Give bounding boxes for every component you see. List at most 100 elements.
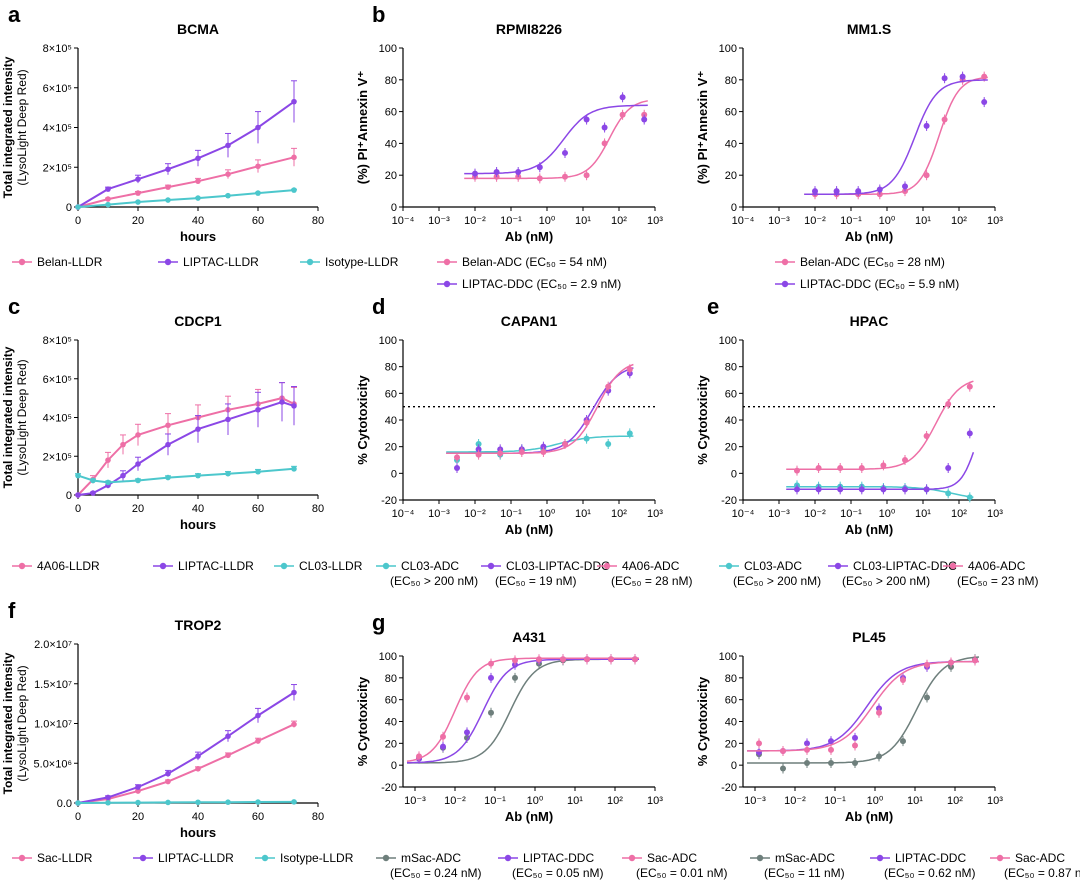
- legend-item: CL03-ADC(EC₅₀ > 200 nM): [376, 559, 478, 588]
- x-tick-label: 10²: [607, 795, 623, 807]
- y-tick-label: 4×10⁵: [43, 123, 72, 135]
- data-point: [948, 659, 954, 666]
- y-tick-label: 60: [725, 695, 737, 707]
- x-tick-label: 10⁻¹: [840, 508, 862, 520]
- data-point: [440, 733, 446, 740]
- data-point: [291, 98, 297, 105]
- legend-label: Isotype-LLDR: [325, 255, 399, 269]
- chart-title: RPMI8226: [496, 21, 562, 37]
- data-point: [583, 172, 590, 179]
- data-point: [454, 454, 460, 461]
- data-point: [880, 486, 887, 493]
- legend-item: 4A06-ADC(EC₅₀ = 28 nM): [597, 559, 693, 588]
- legend-label: LIPTAC-LLDR: [158, 851, 234, 865]
- data-point: [815, 486, 822, 493]
- data-point: [75, 800, 81, 806]
- data-point: [828, 738, 834, 745]
- data-point: [812, 188, 818, 195]
- data-point: [858, 486, 865, 493]
- y-tick-label: 60: [385, 695, 397, 707]
- data-point: [583, 116, 590, 123]
- data-point: [924, 661, 930, 668]
- series-line-LIPTAC-LLDR: [77, 691, 295, 804]
- y-tick-label: 20: [725, 442, 737, 454]
- legend-label: Belan-LLDR: [37, 255, 103, 269]
- fit-curve-LIPTAC-DDC: [406, 658, 639, 764]
- legend-marker: [876, 854, 884, 862]
- x-tick-label: 10⁻³: [428, 215, 450, 227]
- y-tick-label: 60: [725, 388, 737, 400]
- data-point: [945, 490, 952, 497]
- data-point: [632, 656, 638, 663]
- legend-label: LIPTAC-DDC: [895, 851, 966, 865]
- x-tick-label: 10²: [611, 215, 627, 227]
- data-point: [105, 457, 111, 463]
- x-tick-label: 10⁻²: [464, 508, 486, 520]
- y-tick-label: 60: [725, 107, 737, 119]
- data-point: [941, 116, 948, 123]
- y-axis-label-sub: (LysoLight Deep Red): [15, 665, 29, 781]
- y-tick-label: 60: [385, 388, 397, 400]
- y-tick-label: 2×10⁵: [43, 162, 72, 174]
- legend-marker: [781, 258, 789, 266]
- y-axis-label: % Cytotoxicity: [355, 374, 370, 464]
- data-point: [945, 401, 952, 407]
- x-tick-label: 10⁻²: [444, 795, 466, 807]
- chart-a_bcma: a BCMA 0 2×10⁵ 4×10⁵ 6×10⁵ 8×10⁵ 0 20 40 60 80 hours…: [1, 2, 399, 269]
- data-point: [900, 738, 906, 745]
- x-tick-label: 60: [252, 811, 264, 823]
- y-tick-label: 20: [725, 738, 737, 750]
- x-tick-label: 0: [75, 503, 81, 515]
- y-axis-label: Total integrated intensity: [1, 652, 15, 794]
- fit-curve-CL03-LIPTAC-DDC: [446, 367, 634, 455]
- data-point: [135, 461, 141, 467]
- y-tick-label: 100: [719, 651, 737, 663]
- legend-label: CL03-ADC: [744, 559, 802, 573]
- legend-label: 4A06-ADC: [968, 559, 1026, 573]
- data-point: [105, 799, 111, 806]
- data-point: [876, 709, 882, 716]
- x-axis-label: Ab (nM): [845, 522, 893, 537]
- data-point: [945, 465, 952, 471]
- legend-item: LIPTAC-DDC (EC₅₀ = 2.9 nM): [437, 277, 621, 291]
- x-tick-label: 10⁻⁴: [732, 508, 755, 520]
- x-tick-label: 10⁰: [867, 795, 884, 807]
- x-axis-label: Ab (nM): [845, 229, 893, 244]
- legend-sublabel: (EC₅₀ = 0.05 nM): [512, 866, 604, 880]
- data-point: [804, 759, 810, 766]
- x-tick-label: 10¹: [915, 215, 931, 227]
- legend-item: Belan-ADC (EC₅₀ = 54 nM): [437, 255, 607, 269]
- legend-label: LIPTAC-DDC (EC₅₀ = 2.9 nM): [462, 277, 621, 291]
- y-tick-label: 80: [385, 362, 397, 374]
- legend-item: Isotype-LLDR: [255, 851, 354, 865]
- x-tick-label: 0: [75, 811, 81, 823]
- legend-sublabel: (EC₅₀ = 0.62 nM): [884, 866, 976, 880]
- data-point: [195, 155, 201, 162]
- data-point: [255, 738, 261, 744]
- x-tick-label: 10¹: [567, 795, 583, 807]
- legend-sublabel: (EC₅₀ = 19 nM): [495, 574, 577, 588]
- data-point: [608, 656, 614, 663]
- series-line-CL03-LLDR: [77, 467, 295, 484]
- data-point: [120, 441, 126, 448]
- data-point: [923, 486, 930, 493]
- y-tick-label: 100: [379, 651, 397, 663]
- y-tick-label: 4×10⁵: [43, 413, 72, 425]
- panel-letter: a: [8, 2, 21, 27]
- data-point: [120, 472, 126, 479]
- data-point: [165, 770, 171, 777]
- series-line-4A06-LLDR: [77, 397, 295, 496]
- data-point: [135, 477, 141, 484]
- legend-item: CL03-ADC(EC₅₀ > 200 nM): [719, 559, 821, 588]
- data-point: [560, 656, 566, 663]
- data-point: [225, 192, 231, 199]
- data-point: [536, 164, 543, 171]
- chart-d_capan1: d CAPAN1 -20 0 20 40 60 80 100 10⁻⁴ 10⁻³ 10⁻² 10⁻¹ 10…: [355, 294, 693, 588]
- legend-label: LIPTAC-LLDR: [183, 255, 259, 269]
- y-tick-label: 2×10⁵: [43, 451, 72, 463]
- chart-b_mm1s: MM1.S 0 20 40 60 80 100 10⁻⁴ 10⁻³ 10⁻² 10⁻¹ 10⁰ 10¹ 1…: [695, 21, 1003, 291]
- y-tick-label: 40: [385, 415, 397, 427]
- x-axis-label: hours: [180, 825, 216, 840]
- data-point: [195, 799, 201, 806]
- x-tick-label: 20: [132, 811, 144, 823]
